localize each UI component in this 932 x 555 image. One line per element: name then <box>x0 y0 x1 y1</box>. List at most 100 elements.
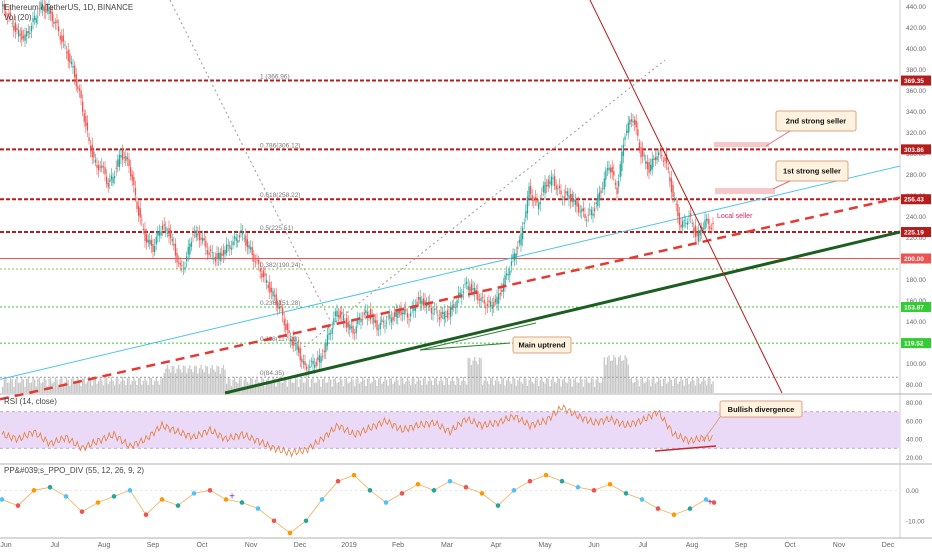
volume-bar <box>53 381 55 393</box>
price-level-tag <box>901 75 931 86</box>
volume-bar <box>264 386 266 393</box>
volume-bar <box>117 377 119 393</box>
candle-body <box>272 291 274 297</box>
volume-bar <box>699 384 701 393</box>
volume-bar <box>78 379 81 393</box>
volume-bar <box>467 357 469 393</box>
volume-bar <box>69 385 71 393</box>
volume-bar <box>555 383 557 393</box>
volume-bar <box>74 383 76 393</box>
candle-body <box>115 167 117 169</box>
candle-body <box>568 195 570 200</box>
candle-body <box>266 279 268 283</box>
candle-body <box>157 231 159 236</box>
candle-body <box>702 227 705 229</box>
price-level-tag-label: 369.35 <box>904 78 924 85</box>
volume-bar <box>334 377 337 393</box>
volume-bar <box>398 385 401 393</box>
candle-body <box>62 35 65 42</box>
candle-body <box>261 273 263 278</box>
candle-body <box>352 325 354 334</box>
candle-body <box>467 285 469 291</box>
volume-bar <box>350 377 353 393</box>
price-tick-label: 220.00 <box>906 235 926 242</box>
volume-bar <box>70 378 73 393</box>
volume-bar <box>558 378 561 393</box>
candle-body <box>419 297 421 304</box>
candle-body <box>486 304 489 307</box>
volume-bar <box>592 379 594 393</box>
candle-body <box>310 360 313 362</box>
volume-bar <box>653 377 655 393</box>
candle-body <box>158 231 161 236</box>
price-tick-label: 180.00 <box>906 277 926 284</box>
volume-bar <box>266 379 268 393</box>
ppo-dot <box>0 497 5 502</box>
volume-bar <box>712 381 714 393</box>
first-strong-seller-callout-box <box>775 160 849 182</box>
candle-body <box>248 245 250 249</box>
candle-body <box>390 318 393 323</box>
candle-body <box>195 230 197 238</box>
volume-bar <box>210 368 212 393</box>
candle-body <box>34 16 36 20</box>
volume-bar <box>133 377 135 393</box>
candle-body <box>243 238 245 240</box>
volume-bar <box>422 378 425 393</box>
candle-body <box>155 236 157 245</box>
price-tick-label: 360.00 <box>906 88 926 95</box>
ppo-dot <box>143 512 149 517</box>
volume-bar <box>534 377 537 393</box>
volume-bar <box>597 377 599 393</box>
candle-body <box>691 222 693 224</box>
candle-body <box>686 222 689 225</box>
volume-bar <box>275 386 277 393</box>
volume-bar <box>218 366 220 393</box>
time-tick-label: Aug <box>686 542 699 549</box>
candle-body <box>118 154 121 167</box>
volume-bar <box>325 382 327 393</box>
volume-bar <box>491 378 493 393</box>
candle-body <box>408 319 410 321</box>
volume-bar <box>626 357 628 393</box>
candle-body <box>323 350 325 353</box>
volume-bar <box>677 383 679 393</box>
ppo-dot <box>399 491 405 496</box>
candle-body <box>178 262 180 264</box>
candle-body <box>235 237 237 241</box>
volume-bar <box>198 368 201 393</box>
volume-bar <box>234 377 236 393</box>
callout-pointer <box>765 130 791 147</box>
candle-body <box>376 320 378 331</box>
volume-bar <box>453 380 455 393</box>
volume-bar <box>635 377 637 393</box>
candle-body <box>53 21 55 25</box>
volume-bar <box>690 381 692 393</box>
volume-bar <box>586 377 588 393</box>
candle-body <box>542 185 545 193</box>
volume-bar <box>232 379 234 393</box>
volume-bar <box>237 383 239 393</box>
volume-bar <box>392 383 394 393</box>
candle-body <box>117 159 119 167</box>
candle-body <box>173 244 175 246</box>
fib-level-label: 0.118(117.93) <box>260 336 300 343</box>
volume-bar <box>37 378 39 393</box>
candle-body <box>114 176 116 179</box>
candle-body <box>693 227 695 233</box>
volume-bar <box>293 382 295 393</box>
volume-bar <box>698 377 700 393</box>
candle-body <box>16 27 18 30</box>
volume-bar <box>552 377 554 393</box>
candle-body <box>74 65 76 78</box>
volume-bar <box>573 379 575 393</box>
candle-body <box>494 298 497 303</box>
candle-body <box>61 35 63 43</box>
volume-bar <box>629 378 631 393</box>
volume-bar <box>253 386 255 393</box>
candle-body <box>152 244 154 252</box>
volume-bar <box>301 377 303 393</box>
volume-bar <box>346 377 348 393</box>
